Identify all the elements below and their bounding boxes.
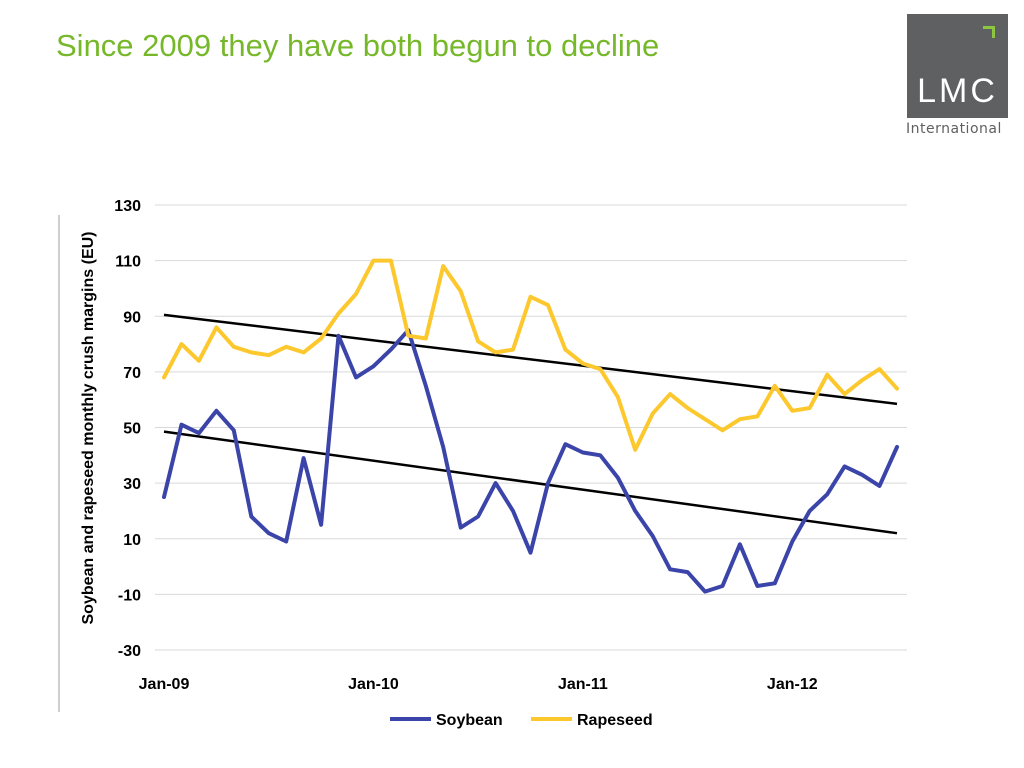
logo-subtext: International (906, 121, 1002, 137)
soybean-legend-label: Soybean (436, 712, 503, 729)
y-tick-label: 110 (115, 254, 141, 271)
logo-corner-mark (983, 26, 995, 38)
y-tick-label: 90 (123, 309, 141, 326)
soybean-series-line (162, 328, 899, 594)
y-tick-label: -10 (118, 587, 141, 604)
slide-title: Since 2009 they have both begun to decli… (56, 28, 660, 63)
rapeseed-series-line (162, 258, 899, 452)
x-axis-ticks: Jan-09 Jan-10 Jan-11 Jan-12 (139, 676, 818, 693)
x-tick-label: Jan-12 (767, 676, 818, 693)
y-tick-label: 70 (123, 365, 141, 382)
y-tick-label: 10 (123, 532, 141, 549)
logo-text: LMC (917, 72, 998, 110)
trendlines (163, 313, 898, 535)
y-tick-label: -30 (118, 643, 141, 660)
rapeseed-legend-label: Rapeseed (577, 712, 653, 729)
y-tick-label: 30 (123, 476, 141, 493)
series-lines (162, 258, 899, 594)
y-tick-label: 50 (123, 421, 141, 438)
y-axis-ticks: 130 110 90 70 50 30 10 -10 -30 (114, 198, 141, 660)
gridlines (155, 204, 907, 651)
x-tick-label: Jan-11 (558, 676, 608, 693)
soybean-trendline (163, 430, 898, 535)
chart-frame-line (58, 215, 60, 712)
x-tick-label: Jan-09 (139, 676, 190, 693)
lmc-logo: LMC (907, 14, 1008, 118)
y-tick-label: 130 (114, 198, 141, 215)
rapeseed-trendline (163, 313, 898, 406)
legend: Soybean Rapeseed (390, 712, 653, 729)
y-axis-title: Soybean and rapeseed monthly crush margi… (80, 232, 97, 625)
x-tick-label: Jan-10 (348, 676, 399, 693)
